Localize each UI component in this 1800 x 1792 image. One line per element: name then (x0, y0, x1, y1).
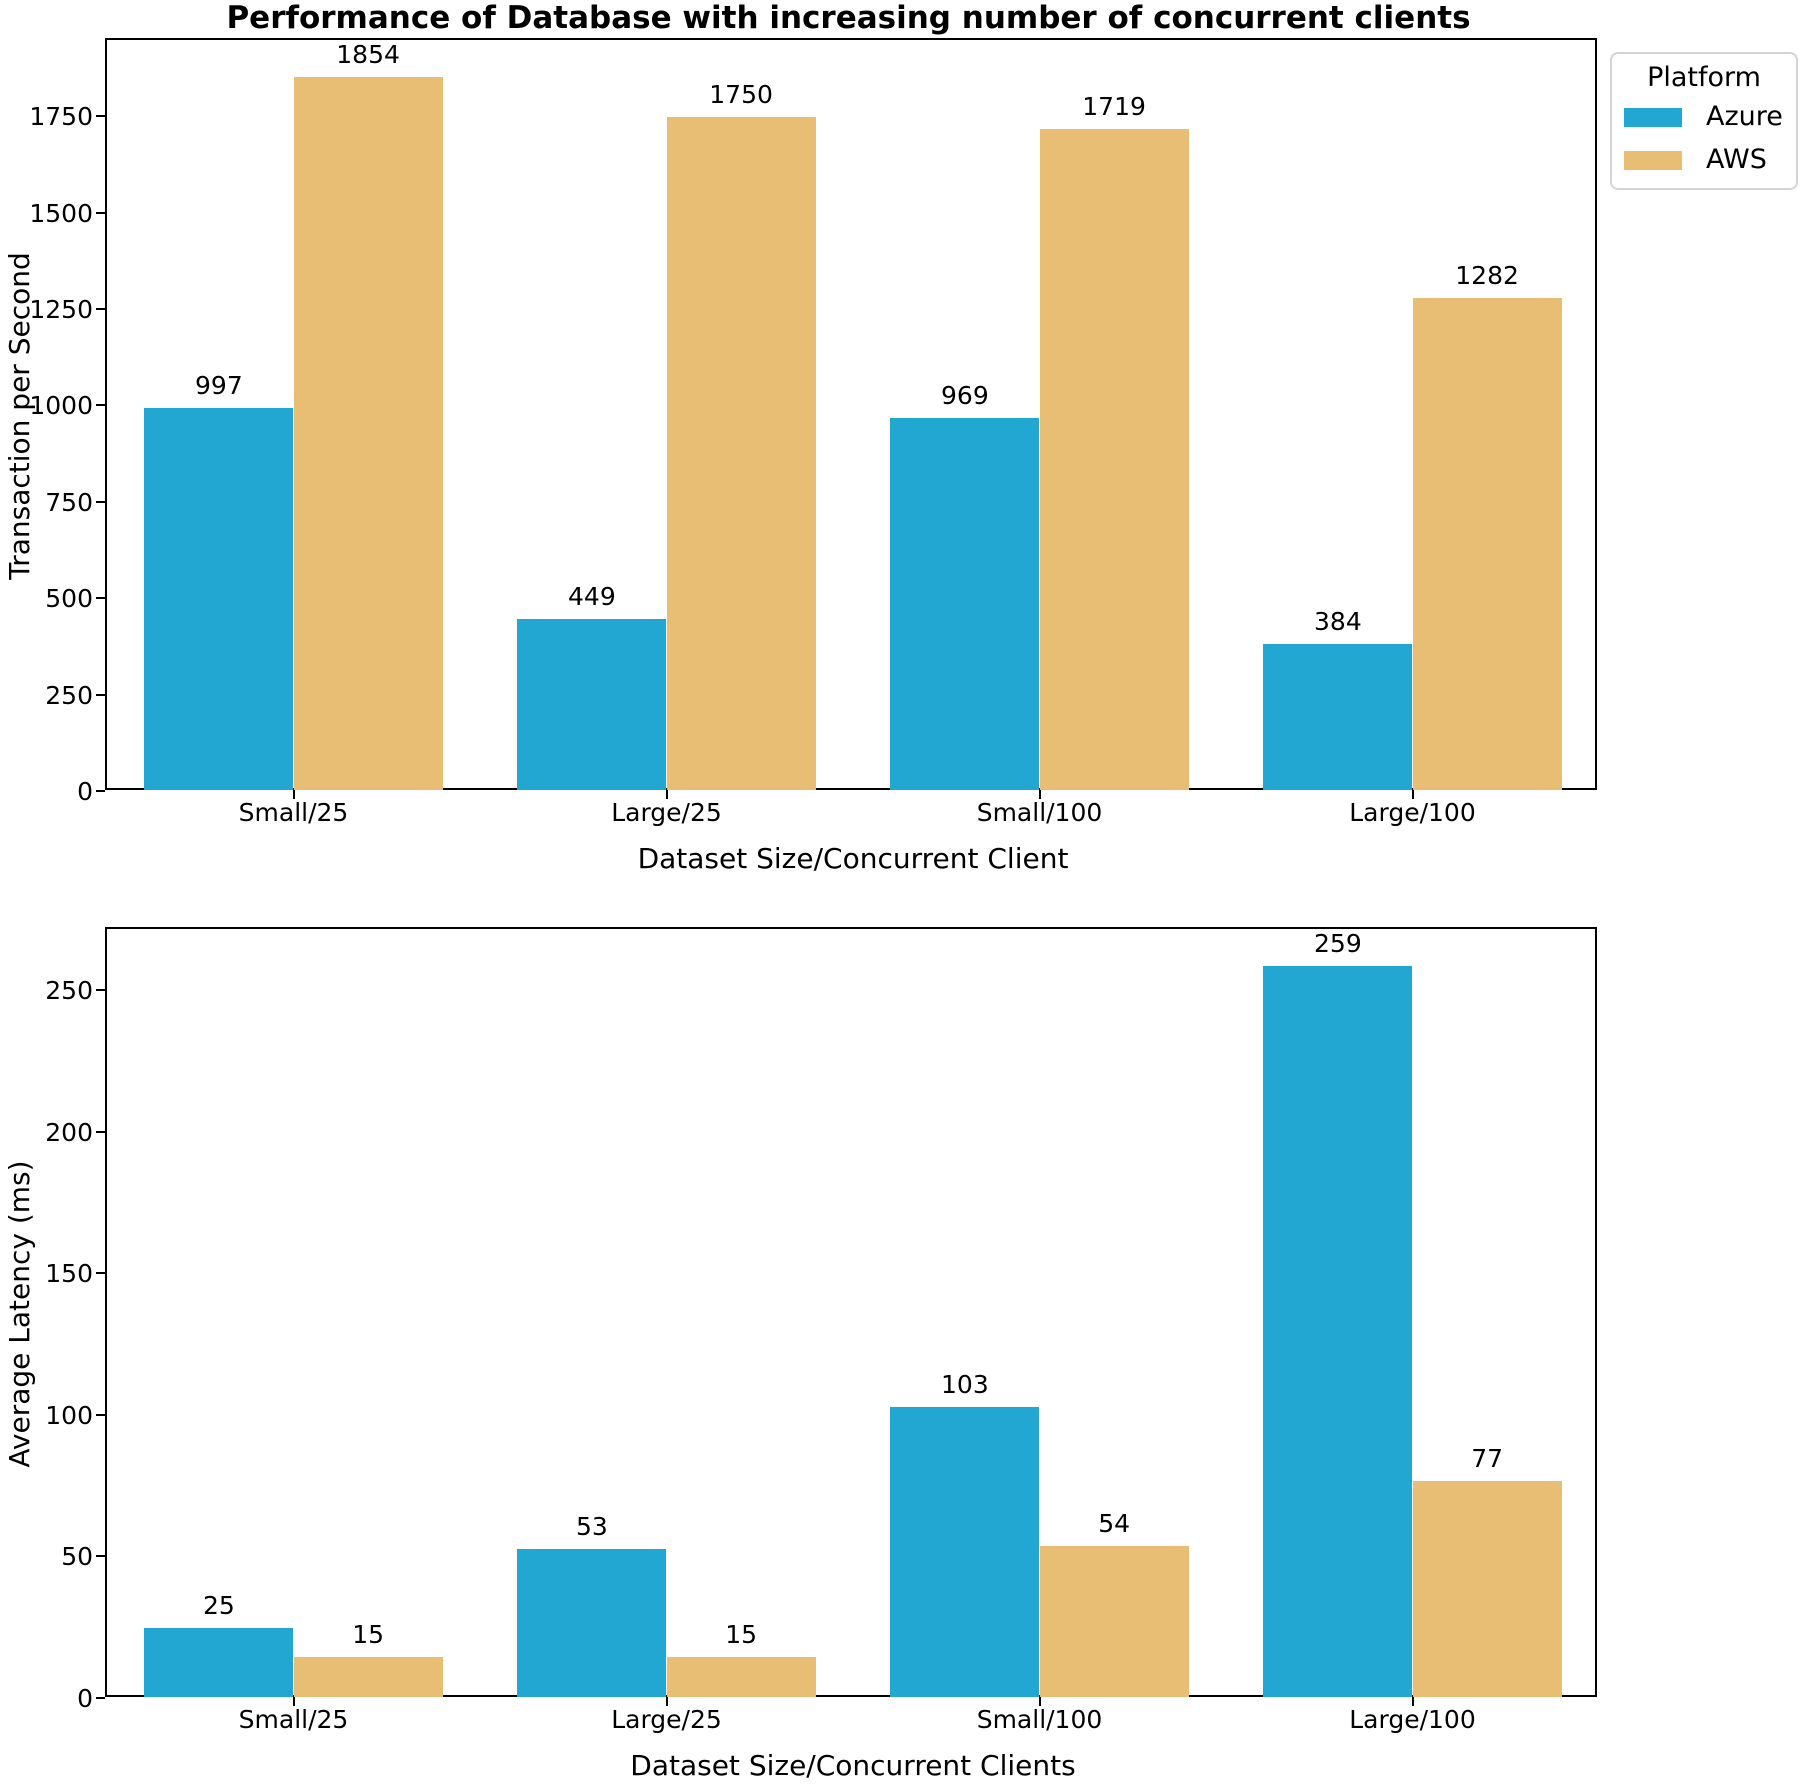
x-tick-mark (665, 790, 668, 799)
x-tick-mark (665, 1697, 668, 1706)
y-tick-label: 50 (61, 1542, 93, 1572)
y-tick-mark (96, 989, 105, 992)
bar-value-label: 1282 (1455, 260, 1519, 290)
y-axis-label: Transaction per Second (3, 252, 36, 580)
bar-value-label: 259 (1314, 928, 1362, 958)
y-tick-mark (96, 1413, 105, 1416)
bar-value-label: 25 (202, 1591, 235, 1621)
y-tick-mark (96, 211, 105, 214)
y-tick-mark (96, 404, 105, 407)
legend-entry-azure: Azure (1612, 102, 1796, 132)
y-tick-mark (96, 307, 105, 310)
x-axis-label: Dataset Size/Concurrent Clients (630, 1749, 1076, 1782)
azure-bar (1263, 965, 1413, 1697)
y-tick-mark (96, 1697, 105, 1699)
bar-value-label: 15 (352, 1619, 384, 1649)
aws-bar (293, 77, 443, 790)
x-tick-mark (292, 790, 295, 799)
azure-bar (1263, 643, 1413, 790)
bar-value-label: 384 (1314, 606, 1362, 636)
legend-title: Platform (1647, 62, 1761, 93)
x-tick-label: Large/100 (1349, 798, 1476, 827)
y-tick-label: 200 (45, 1117, 93, 1147)
y-tick-label: 1500 (29, 198, 93, 228)
y-tick-label: 750 (45, 487, 93, 517)
latency-chart-plot-area: 0 50 100 150 200 250 Small/25 25 15 Large/25 53 15 S… (3, 927, 1597, 1781)
aws-bar (1039, 129, 1189, 790)
y-tick-label: 100 (45, 1400, 93, 1430)
azure-bar (144, 1628, 294, 1697)
y-tick-label: 0 (77, 777, 93, 806)
y-tick-label: 1000 (29, 391, 93, 421)
figure-title: Performance of Database with increasing … (226, 0, 1471, 36)
bar-value-label: 77 (1471, 1444, 1503, 1474)
y-tick-label: 250 (45, 976, 93, 1006)
x-tick-mark (1411, 790, 1414, 799)
x-tick-label: Small/100 (976, 798, 1103, 827)
y-axis-label: Average Latency (ms) (3, 1160, 36, 1468)
y-tick-mark (96, 693, 105, 696)
legend-label: AWS (1706, 144, 1767, 175)
azure-swatch-icon (1624, 108, 1682, 127)
x-tick-mark (1038, 1697, 1041, 1706)
x-tick-label: Large/25 (611, 1705, 722, 1734)
y-tick-mark (96, 790, 105, 792)
legend-label: Azure (1706, 101, 1783, 132)
x-tick-label: Small/100 (976, 1705, 1103, 1734)
aws-bar (666, 117, 816, 790)
legend: Platform Azure AWS (1610, 52, 1798, 190)
aws-swatch-icon (1624, 151, 1682, 170)
x-tick-mark (292, 1697, 295, 1706)
azure-bar (890, 1407, 1040, 1697)
y-tick-label: 500 (45, 584, 93, 614)
y-tick-label: 150 (45, 1259, 93, 1289)
aws-bar (1412, 297, 1562, 790)
bar-value-label: 969 (941, 381, 989, 411)
y-tick-mark (96, 500, 105, 503)
y-tick-label: 250 (45, 680, 93, 710)
bar-value-label: 53 (575, 1511, 608, 1541)
x-tick-label: Small/25 (238, 1705, 349, 1734)
bar-value-label: 54 (1098, 1509, 1130, 1539)
aws-bar (666, 1656, 816, 1697)
legend-entry-aws: AWS (1612, 145, 1796, 175)
bar-value-label: 997 (195, 370, 243, 400)
azure-bar (144, 407, 294, 790)
x-tick-mark (1038, 790, 1041, 799)
y-tick-mark (96, 1272, 105, 1275)
y-tick-label: 1250 (29, 294, 93, 324)
bar-value-label: 15 (725, 1619, 757, 1649)
aws-bar (1039, 1546, 1189, 1697)
y-tick-label: 1750 (29, 102, 93, 132)
bar-value-label: 1854 (336, 40, 400, 70)
tps-chart-plot-area: 0 250 500 750 1000 1250 1500 1750 Small/25 997 185… (3, 38, 1597, 874)
y-tick-mark (96, 597, 105, 600)
x-tick-label: Large/25 (611, 798, 722, 827)
bar-value-label: 1719 (1082, 92, 1146, 122)
bar-value-label: 103 (941, 1370, 989, 1400)
azure-bar (517, 618, 667, 790)
y-tick-mark (96, 115, 105, 118)
azure-bar (517, 1548, 667, 1697)
x-tick-label: Small/25 (238, 798, 349, 827)
aws-bar (293, 1656, 443, 1697)
aws-bar (1412, 1481, 1562, 1697)
y-tick-mark (96, 1555, 105, 1558)
y-tick-mark (96, 1130, 105, 1133)
x-tick-mark (1411, 1697, 1414, 1706)
bar-value-label: 1750 (709, 80, 773, 110)
x-tick-label: Large/100 (1349, 1705, 1476, 1734)
bar-value-label: 449 (568, 581, 616, 611)
azure-bar (890, 418, 1040, 790)
y-tick-label: 0 (77, 1684, 93, 1713)
x-axis-label: Dataset Size/Concurrent Client (637, 842, 1069, 875)
